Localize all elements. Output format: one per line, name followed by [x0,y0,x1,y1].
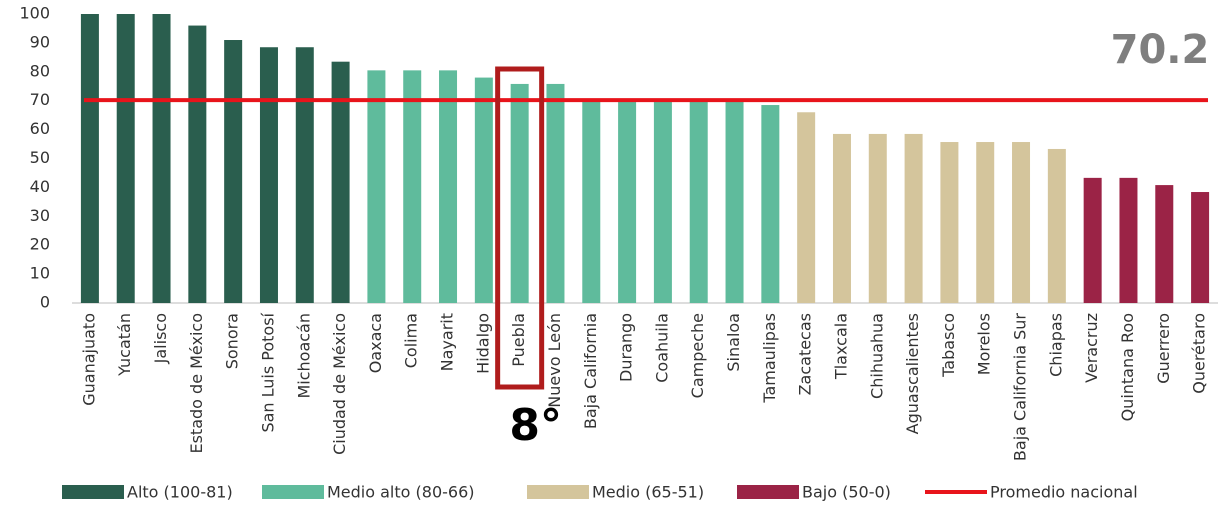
x-tick-label: Michoacán [294,313,313,399]
bar [259,47,278,303]
bar [976,142,995,303]
x-tick-label: Chihuahua [867,313,886,399]
x-tick-label: Estado de México [187,313,206,454]
bar [403,70,422,303]
bar [331,61,350,304]
bar [618,100,637,303]
x-tick-label: Morelos [975,313,994,375]
bar [761,105,780,303]
x-tick-label: Ciudad de México [330,313,349,455]
bar [1012,142,1031,303]
x-tick-label: Durango [617,313,636,382]
x-tick-label: Aguascalientes [903,313,922,434]
y-tick-label: 70 [30,90,50,109]
x-tick-label: Oaxaca [366,313,385,373]
bar [188,25,207,304]
x-tick-label: Colima [402,313,421,368]
legend-label: Promedio nacional [990,483,1138,502]
y-tick-label: 60 [30,119,50,138]
bar [904,133,923,303]
y-tick-label: 90 [30,32,50,51]
x-tick-label: Hidalgo [473,313,492,374]
x-tick-label: Puebla [509,313,528,367]
legend-swatch [262,485,324,499]
x-tick-label: Zacatecas [796,313,815,395]
bar [152,14,171,303]
legend-label: Bajo (50-0) [802,483,891,502]
legend-swatch [527,485,589,499]
x-tick-label: Quintana Roo [1118,313,1137,421]
bar [832,133,851,303]
bar [582,100,601,303]
bar [940,142,959,303]
bar [725,100,744,303]
x-tick-label: Sonora [223,313,242,369]
legend-swatch [62,485,124,499]
bar [510,83,529,303]
bar [116,14,135,303]
y-tick-label: 50 [30,148,50,167]
y-tick-label: 0 [40,293,50,312]
x-tick-label: Querétaro [1190,313,1209,394]
reference-value: 70.2 [1111,27,1210,73]
x-tick-label: Tabasco [939,313,958,378]
bar [367,70,386,303]
x-tick-label: Sinaloa [724,313,743,372]
x-tick-label: Guerrero [1154,313,1173,384]
y-tick-label: 20 [30,235,50,254]
x-tick-label: Jalisco [151,313,170,364]
legend-label: Medio alto (80-66) [327,483,475,502]
bar [1083,177,1102,303]
x-tick-label: Nuevo León [545,313,564,408]
bar [80,14,99,303]
bar [653,100,672,303]
bar [1119,177,1138,303]
y-tick-label: 80 [30,61,50,80]
x-tick-label: Veracruz [1082,313,1101,383]
y-tick-label: 30 [30,206,50,225]
y-tick-label: 40 [30,177,50,196]
legend-swatch [737,485,799,499]
bar [1047,148,1066,303]
bar [295,47,314,303]
bar [224,40,243,303]
annotation: 8° [509,400,562,451]
bar [797,112,816,303]
legend-label: Alto (100-81) [127,483,233,502]
x-tick-label: Baja California [581,313,600,429]
x-tick-label: Baja California Sur [1011,313,1030,461]
bar [439,70,458,303]
x-tick-label: Campeche [688,313,707,398]
x-tick-label: Tamaulipas [760,313,779,404]
x-tick-label: San Luis Potosí [258,312,277,432]
y-tick-label: 100 [19,4,50,23]
bar [689,100,708,303]
highlight-box [495,66,545,390]
bar [1191,192,1210,303]
bar [1155,185,1174,303]
x-tick-label: Yucatán [115,313,134,377]
x-tick-label: Chiapas [1046,313,1065,377]
x-tick-label: Tlaxcala [831,313,850,380]
y-tick-label: 10 [30,264,50,283]
bar [546,83,565,303]
bar [474,77,493,303]
x-tick-label: Coahuila [652,313,671,383]
legend-label: Medio (65-51) [592,483,704,502]
x-tick-label: Guanajuato [79,313,98,406]
bar [868,133,887,303]
x-tick-label: Nayarit [438,313,457,371]
